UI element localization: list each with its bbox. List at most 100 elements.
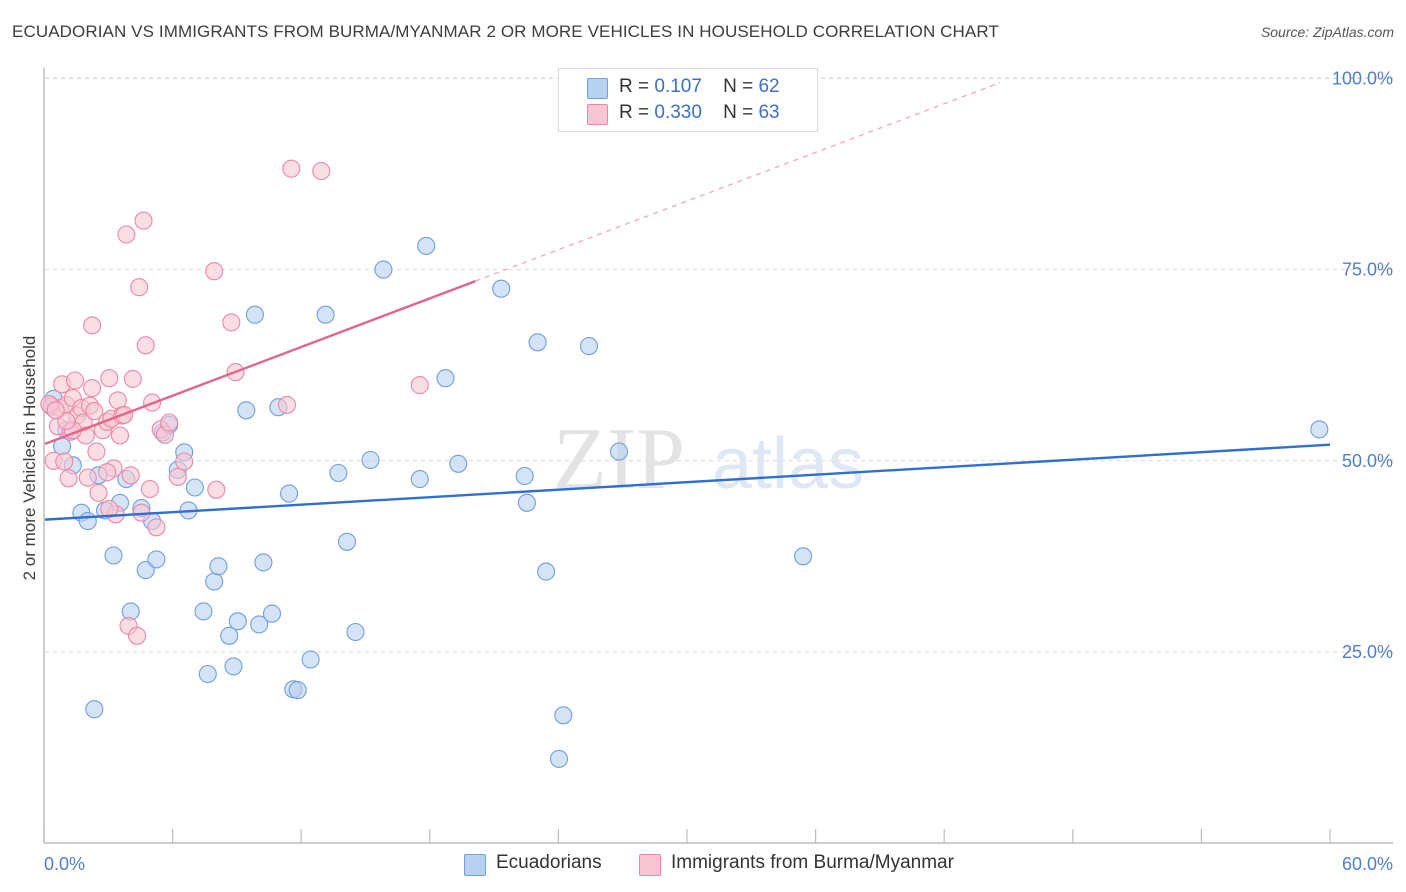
y-tick-label: 50.0% [1342,451,1393,471]
point-ecuadorians [528,333,547,352]
point-ecuadorians [410,470,429,489]
point-burma [168,467,187,486]
point-ecuadorians [194,602,213,621]
chart-title: ECUADORIAN VS IMMIGRANTS FROM BURMA/MYAN… [12,22,999,41]
point-burma [83,316,102,335]
point-burma [147,518,166,537]
tick-labels: 25.0% 50.0% 75.0% 100.0% 0.0% 60.0% [44,69,1393,875]
point-ecuadorians [549,749,569,768]
point-burma [117,225,136,244]
watermark-atlas: atlas [712,424,864,504]
point-ecuadorians [280,484,299,503]
point-ecuadorians [147,550,166,569]
x-tick-label-right: 60.0% [1342,854,1393,874]
point-burma [100,499,119,518]
point-burma [121,466,140,485]
point-burma [140,479,159,499]
point-burma [57,411,76,431]
point-ecuadorians [316,305,335,324]
point-ecuadorians [417,236,436,255]
point-burma [123,369,142,388]
point-burma [130,278,149,297]
legend-swatch-ecuadorians [587,78,608,99]
y-tick-label: 100.0% [1332,69,1393,89]
point-ecuadorians [794,547,813,566]
point-burma [136,336,155,355]
point-burma [134,211,153,230]
point-ecuadorians [85,700,104,719]
point-ecuadorians [517,493,536,512]
point-ecuadorians [579,337,599,356]
point-burma [110,426,130,445]
point-ecuadorians [220,626,239,645]
legend-label-ecuadorians: Ecuadorians [496,852,602,873]
point-ecuadorians [346,622,365,642]
point-ecuadorians [537,562,556,581]
point-ecuadorians [262,604,282,623]
point-burma [205,262,224,281]
point-burma [65,371,85,390]
point-ecuadorians [254,553,273,572]
series-legend: Ecuadorians Immigrants from Burma/Myanma… [0,852,1406,878]
point-ecuadorians [1310,420,1329,439]
point-ecuadorians [436,369,455,388]
point-ecuadorians [198,664,217,684]
y-tick-label: 25.0% [1342,642,1393,662]
y-axis-title: 2 or more Vehicles in Household [20,336,39,581]
point-burma [410,376,429,395]
point-ecuadorians [288,681,307,700]
point-ecuadorians [185,478,204,497]
point-ecuadorians [224,657,243,676]
point-ecuadorians [136,561,155,580]
point-burma [85,402,104,421]
trend-lines [44,82,1331,521]
point-ecuadorians [515,466,534,486]
point-ecuadorians [361,450,380,470]
point-ecuadorians [449,454,468,473]
trend-line-burma [44,279,476,446]
point-burma [222,313,241,332]
x-tick-label-left: 0.0% [44,854,85,874]
point-ecuadorians [609,442,629,461]
legend-swatch-burma [587,104,608,125]
trend-line-ecuadorians [44,443,1331,521]
point-ecuadorians [245,305,264,324]
legend-text: R = 0.330 N = 63 [619,102,780,123]
point-burma [282,159,301,178]
point-burma [55,452,74,471]
point-ecuadorians [209,557,228,576]
point-ecuadorians [78,512,97,531]
point-burma [128,626,147,645]
point-burma [207,480,226,499]
point-ecuadorians [337,532,357,551]
axes [43,68,1393,844]
point-burma [277,395,297,414]
trend-line-burma-extension [475,82,1001,282]
point-ecuadorians [250,615,269,634]
point-burma [100,369,119,388]
point-burma [59,469,78,488]
point-burma [98,463,117,482]
point-ecuadorians [228,612,247,631]
correlation-legend: R = 0.107 N = 62 R = 0.330 N = 63 [558,68,818,132]
point-ecuadorians [301,650,320,669]
point-burma [87,442,106,461]
point-ecuadorians [554,706,573,725]
legend-text: R = 0.107 N = 62 [619,76,780,97]
legend-swatch-burma [639,854,661,876]
y-tick-label: 75.0% [1342,260,1393,280]
point-burma [175,452,194,471]
point-burma [312,161,331,181]
point-burma [46,401,65,420]
legend-swatch-ecuadorians [464,854,486,876]
point-ecuadorians [492,279,511,298]
point-ecuadorians [237,401,256,420]
point-ecuadorians [329,463,348,483]
legend-label-burma: Immigrants from Burma/Myanmar [671,852,954,873]
point-ecuadorians [374,260,393,279]
point-burma [83,379,102,398]
point-burma [89,483,108,502]
point-burma [78,468,97,487]
point-ecuadorians [104,546,123,565]
